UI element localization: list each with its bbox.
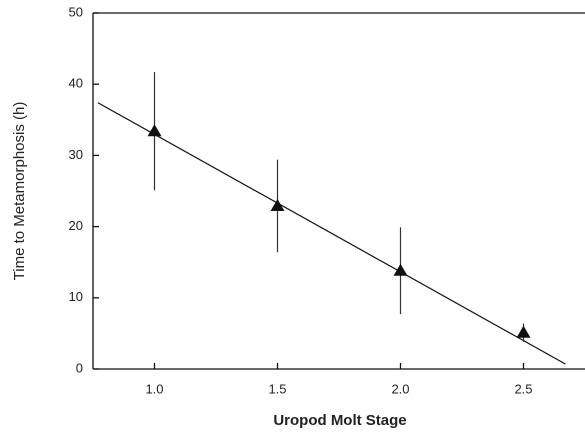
- x-tick-label: 1.5: [268, 381, 286, 396]
- x-tick-label: 1.0: [145, 381, 163, 396]
- y-tick-label: 40: [69, 76, 83, 91]
- x-tick-label: 2.5: [514, 381, 532, 396]
- point: [147, 124, 162, 137]
- y-tick-label: 10: [69, 289, 83, 304]
- point: [516, 325, 531, 338]
- y-tick-label: 20: [69, 218, 83, 233]
- fit-line: [97, 102, 566, 365]
- y-tick-label: 0: [76, 360, 83, 375]
- y-axis-title: Time to Metamorphosis (h): [11, 102, 28, 281]
- y-tick-label: 50: [69, 4, 83, 19]
- point: [393, 263, 408, 276]
- x-tick-label: 2.0: [391, 381, 409, 396]
- y-tick-label: 30: [69, 147, 83, 162]
- point: [270, 198, 285, 211]
- x-axis-title: Uropod Molt Stage: [273, 412, 406, 429]
